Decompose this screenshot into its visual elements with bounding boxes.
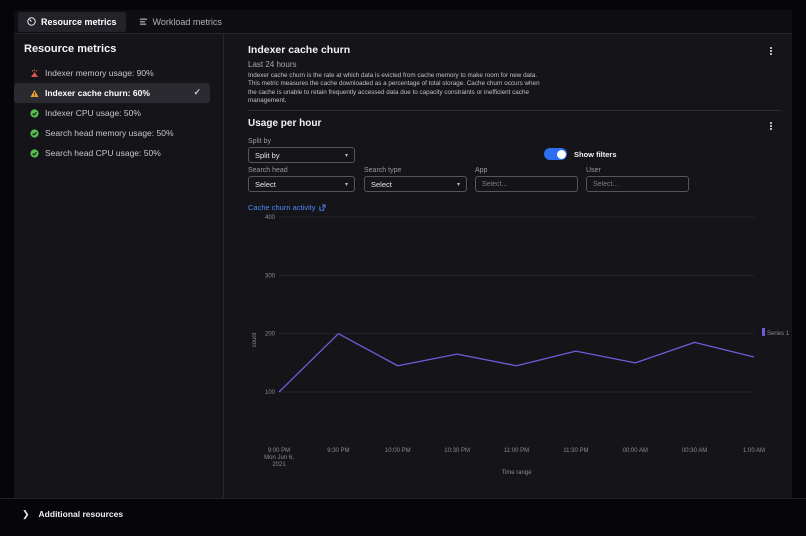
- ok-icon: [30, 108, 39, 118]
- svg-text:11:00 PM: 11:00 PM: [504, 448, 529, 454]
- sidebar-item-indexer-cache-churn[interactable]: Indexer cache churn: 60% ✓: [14, 83, 210, 103]
- svg-text:00:00 AM: 00:00 AM: [623, 448, 648, 454]
- svg-text:400: 400: [265, 215, 276, 221]
- split-by-value: Split by: [255, 150, 280, 160]
- metric-list: Indexer memory usage: 90% Indexer cache …: [14, 63, 210, 163]
- tab-label: Resource metrics: [41, 16, 117, 27]
- additional-resources-label: Additional resources: [38, 509, 124, 519]
- tab-resource-metrics[interactable]: Resource metrics: [18, 11, 126, 36]
- usage-section-title: Usage per hour: [248, 118, 322, 129]
- additional-resources-expander[interactable]: ❯ Additional resources: [22, 509, 123, 519]
- ok-icon: [30, 148, 39, 158]
- split-by-label: Split by: [248, 138, 271, 145]
- user-label: User: [586, 167, 601, 174]
- main-panel: Indexer cache churn Last 24 hours Indexe…: [224, 34, 792, 498]
- section-divider: [248, 110, 781, 111]
- warning-icon: [30, 89, 39, 98]
- chevron-down-icon: ▾: [456, 181, 460, 188]
- kebab-vertical-icon[interactable]: [765, 44, 777, 58]
- svg-text:9:00 PM: 9:00 PM: [268, 448, 290, 454]
- tab-bar: Resource metrics Workload metrics: [14, 10, 792, 36]
- sidebar-item-search-head-memory[interactable]: Search head memory usage: 50%: [14, 123, 210, 143]
- chevron-right-icon: ❯: [22, 508, 30, 519]
- metric-label: Indexer memory usage: 90%: [45, 68, 154, 78]
- metric-description: Indexer cache churn is the rate at which…: [248, 72, 540, 105]
- tab-workload-metrics[interactable]: Workload metrics: [130, 12, 231, 32]
- show-filters-toggle[interactable]: [544, 148, 567, 160]
- critical-icon: [30, 68, 39, 78]
- check-icon: ✓: [193, 87, 201, 97]
- ok-icon: [30, 128, 39, 138]
- sidebar-item-indexer-cpu[interactable]: Indexer CPU usage: 50%: [14, 103, 210, 123]
- cache-churn-chart: 100 200 300 400 9:00 PM Mon Jun 6, 2021 9:30 PM…: [248, 208, 800, 480]
- search-type-label: Search type: [364, 167, 402, 174]
- svg-text:10:30 PM: 10:30 PM: [444, 448, 470, 454]
- svg-text:100: 100: [265, 390, 276, 396]
- page-title: Indexer cache churn: [248, 44, 351, 56]
- svg-text:10:00 PM: 10:00 PM: [385, 448, 411, 454]
- footer-bar: ❯ Additional resources: [0, 498, 806, 536]
- svg-text:00:30 AM: 00:30 AM: [682, 448, 707, 454]
- app-input[interactable]: [475, 176, 578, 192]
- metric-label: Indexer cache churn: 60%: [45, 88, 150, 98]
- search-type-select[interactable]: Select ▾: [364, 176, 467, 192]
- svg-text:Time range: Time range: [501, 470, 532, 476]
- svg-text:2021: 2021: [272, 462, 286, 468]
- app-label: App: [475, 167, 488, 174]
- sidebar: Resource metrics Indexer memory usage: 9…: [14, 34, 224, 498]
- metric-label: Search head memory usage: 50%: [45, 128, 174, 138]
- svg-text:200: 200: [265, 332, 276, 338]
- show-filters-label: Show filters: [574, 149, 617, 159]
- search-head-value: Select: [255, 179, 276, 189]
- search-type-value: Select: [371, 179, 392, 189]
- sidebar-title: Resource metrics: [24, 43, 117, 55]
- external-link-icon: [318, 204, 326, 211]
- svg-text:300: 300: [265, 273, 276, 279]
- user-input[interactable]: [586, 176, 689, 192]
- sidebar-item-search-head-cpu[interactable]: Search head CPU usage: 50%: [14, 143, 210, 163]
- cache-churn-activity-link[interactable]: Cache churn activity: [248, 203, 326, 212]
- chart-link-label: Cache churn activity: [248, 203, 316, 212]
- toggle-knob: [556, 149, 566, 159]
- gauge-icon: [27, 17, 36, 26]
- workload-icon: [139, 17, 148, 26]
- chevron-down-icon: ▾: [344, 152, 348, 159]
- svg-text:Series 1: Series 1: [767, 331, 790, 337]
- svg-text:9:30 PM: 9:30 PM: [327, 448, 349, 454]
- svg-text:count: count: [252, 332, 258, 347]
- timeframe-label: Last 24 hours: [248, 60, 297, 69]
- sidebar-item-indexer-memory[interactable]: Indexer memory usage: 90%: [14, 63, 210, 83]
- show-filters-control: Show filters: [544, 148, 617, 160]
- metric-label: Search head CPU usage: 50%: [45, 148, 161, 158]
- content-area: Resource metrics Indexer memory usage: 9…: [14, 34, 792, 498]
- kebab-vertical-icon[interactable]: [765, 119, 777, 133]
- split-by-select[interactable]: Split by ▾: [248, 147, 355, 163]
- search-head-label: Search head: [248, 167, 288, 174]
- search-head-select[interactable]: Select ▾: [248, 176, 355, 192]
- svg-text:Mon Jun 6,: Mon Jun 6,: [264, 455, 294, 461]
- chevron-down-icon: ▾: [344, 181, 348, 188]
- tab-label: Workload metrics: [152, 16, 222, 27]
- svg-text:1:00 AM: 1:00 AM: [743, 448, 765, 454]
- svg-text:11:30 PM: 11:30 PM: [563, 448, 588, 454]
- metric-label: Indexer CPU usage: 50%: [45, 108, 141, 118]
